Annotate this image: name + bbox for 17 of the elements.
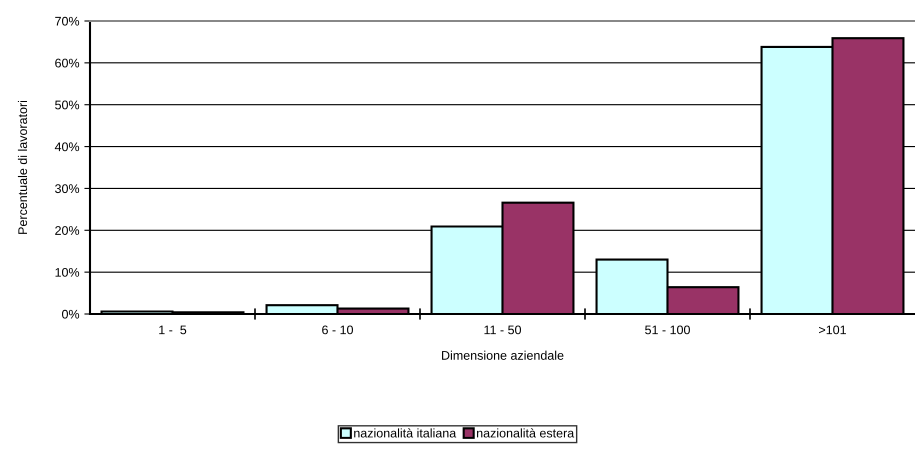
x-axis-title: Dimensione aziendale [442, 350, 564, 360]
y-tick-label: 40% [54, 142, 80, 152]
x-tick-label: >101 [819, 325, 846, 334]
y-tick-label: 60% [55, 58, 80, 68]
x-tick-label: 1 - 5 [159, 326, 186, 334]
y-tick-label: 70% [55, 16, 80, 26]
y-tick-label: 10% [56, 268, 80, 277]
y-tick-label: 20% [55, 226, 80, 235]
x-tick-label: 11 - 50 [484, 325, 522, 334]
legend-label: nazionalità italiana [354, 428, 456, 438]
x-tick-label: 6 - 10 [322, 325, 353, 334]
y-tick-label: 0% [62, 310, 80, 319]
legend-label: nazionalità estera [477, 428, 574, 438]
y-tick-label: 30% [55, 184, 80, 194]
y-axis-title: Percentuale di lavoratori [18, 100, 28, 234]
x-tick-label: 51 - 100 [645, 325, 690, 334]
y-tick-label: 50% [55, 100, 80, 110]
